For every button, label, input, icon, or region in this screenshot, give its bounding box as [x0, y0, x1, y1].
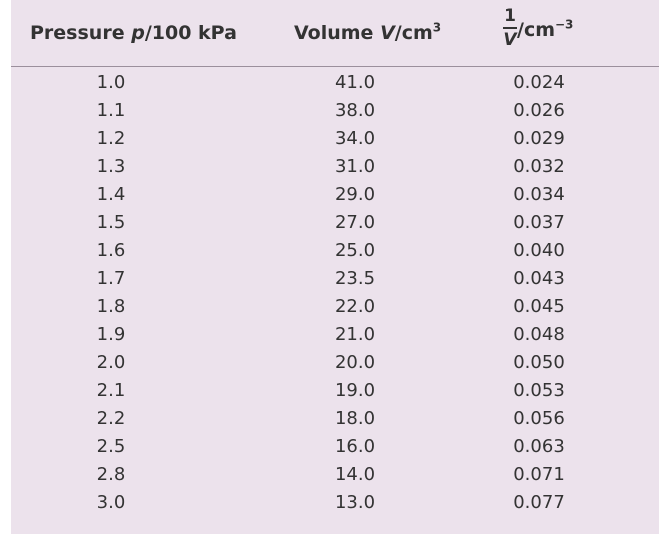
volume-cell: 29.0: [334, 184, 376, 205]
volume-cell: 16.0: [334, 436, 376, 457]
volume-cell: 21.0: [334, 324, 376, 345]
table-row: 2.0 20.0 0.050: [11, 350, 659, 378]
volume-cell: 13.0: [334, 492, 376, 513]
fraction-denominator: V: [503, 30, 517, 50]
fraction-numerator: 1: [504, 6, 516, 26]
table-row: 2.8 14.0 0.071: [11, 462, 659, 490]
table-body: 1.0 41.0 0.024 1.1 38.0 0.026 1.2 34.0 0.029 1.3 3…: [11, 70, 659, 518]
volume-cell: 34.0: [334, 128, 376, 149]
inverse-volume-cell: 0.045: [513, 296, 565, 317]
pressure-cell: 1.0: [96, 72, 126, 93]
table-header: Pressure p/100 kPa Volume V/cm3 1 V /cm−…: [11, 0, 659, 64]
volume-cell: 41.0: [334, 72, 376, 93]
header-inverse-volume: 1 V /cm−3: [503, 6, 574, 58]
header-volume-exponent: 3: [432, 20, 442, 35]
header-volume-label: Volume: [294, 22, 381, 44]
inverse-volume-cell: 0.056: [513, 408, 565, 429]
inverse-volume-cell: 0.043: [513, 268, 565, 289]
table-row: 1.9 21.0 0.048: [11, 322, 659, 350]
table-row: 1.7 23.5 0.043: [11, 266, 659, 294]
volume-cell: 19.0: [334, 380, 376, 401]
volume-cell: 14.0: [334, 464, 376, 485]
pressure-cell: 2.0: [96, 352, 126, 373]
header-pressure-unit: /100 kPa: [144, 22, 237, 44]
header-inverse-exponent: −3: [555, 17, 574, 32]
fraction-bar: [503, 27, 517, 29]
pressure-cell: 2.8: [96, 464, 126, 485]
header-pressure-label: Pressure: [30, 22, 132, 44]
pressure-cell: 1.5: [96, 212, 126, 233]
data-table-panel: Pressure p/100 kPa Volume V/cm3 1 V /cm−…: [11, 0, 659, 534]
inverse-volume-cell: 0.026: [513, 100, 565, 121]
inverse-volume-cell: 0.029: [513, 128, 565, 149]
pressure-cell: 1.6: [96, 240, 126, 261]
header-inverse-unit: /cm: [517, 19, 555, 41]
table-row: 2.2 18.0 0.056: [11, 406, 659, 434]
volume-cell: 23.5: [334, 268, 376, 289]
pressure-cell: 2.2: [96, 408, 126, 429]
inverse-volume-cell: 0.024: [513, 72, 565, 93]
pressure-cell: 3.0: [96, 492, 126, 513]
inverse-volume-cell: 0.032: [513, 156, 565, 177]
table-row: 1.8 22.0 0.045: [11, 294, 659, 322]
inverse-volume-cell: 0.037: [513, 212, 565, 233]
volume-cell: 38.0: [334, 100, 376, 121]
table-row: 1.4 29.0 0.034: [11, 182, 659, 210]
inverse-fraction: 1 V: [503, 6, 517, 50]
pressure-cell: 1.9: [96, 324, 126, 345]
header-pressure-symbol: p: [131, 22, 145, 44]
header-pressure: Pressure p/100 kPa: [30, 22, 237, 44]
pressure-cell: 1.3: [96, 156, 126, 177]
table-row: 2.1 19.0 0.053: [11, 378, 659, 406]
pressure-cell: 2.5: [96, 436, 126, 457]
pressure-cell: 1.7: [96, 268, 126, 289]
inverse-volume-cell: 0.053: [513, 380, 565, 401]
inverse-volume-cell: 0.040: [513, 240, 565, 261]
pressure-cell: 2.1: [96, 380, 126, 401]
table-row: 3.0 13.0 0.077: [11, 490, 659, 518]
inverse-volume-cell: 0.050: [513, 352, 565, 373]
table-row: 1.6 25.0 0.040: [11, 238, 659, 266]
table-row: 2.5 16.0 0.063: [11, 434, 659, 462]
inverse-volume-cell: 0.077: [513, 492, 565, 513]
pressure-cell: 1.2: [96, 128, 126, 149]
volume-cell: 20.0: [334, 352, 376, 373]
header-volume-symbol: V: [380, 22, 395, 44]
header-divider: [11, 66, 659, 67]
volume-cell: 18.0: [334, 408, 376, 429]
pressure-cell: 1.1: [96, 100, 126, 121]
inverse-volume-cell: 0.048: [513, 324, 565, 345]
table-row: 1.1 38.0 0.026: [11, 98, 659, 126]
volume-cell: 25.0: [334, 240, 376, 261]
table-row: 1.3 31.0 0.032: [11, 154, 659, 182]
inverse-volume-cell: 0.034: [513, 184, 565, 205]
table-row: 1.0 41.0 0.024: [11, 70, 659, 98]
volume-cell: 31.0: [334, 156, 376, 177]
table-row: 1.2 34.0 0.029: [11, 126, 659, 154]
inverse-volume-cell: 0.063: [513, 436, 565, 457]
header-volume-unit: /cm: [394, 22, 433, 44]
header-volume: Volume V/cm3: [294, 22, 441, 44]
volume-cell: 27.0: [334, 212, 376, 233]
volume-cell: 22.0: [334, 296, 376, 317]
table-row: 1.5 27.0 0.037: [11, 210, 659, 238]
pressure-cell: 1.4: [96, 184, 126, 205]
pressure-cell: 1.8: [96, 296, 126, 317]
inverse-volume-cell: 0.071: [513, 464, 565, 485]
